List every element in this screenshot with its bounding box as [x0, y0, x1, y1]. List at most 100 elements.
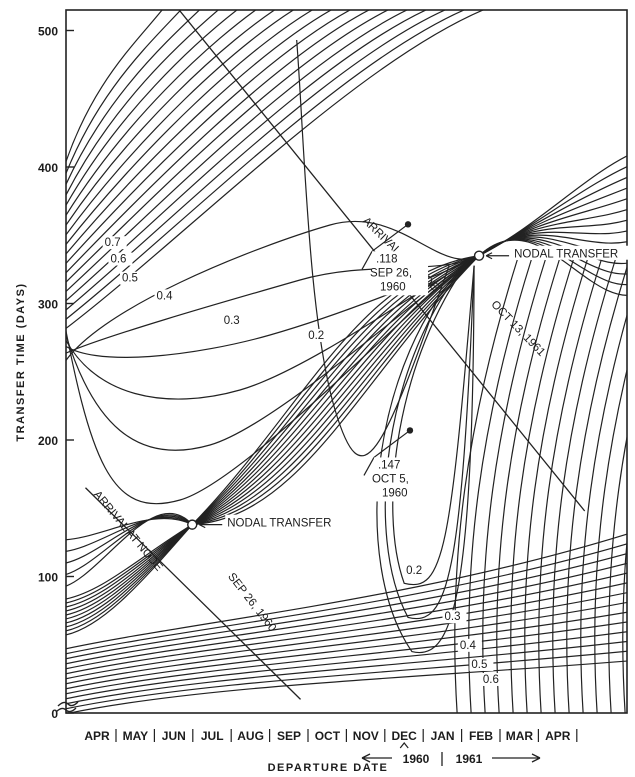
- y-tick-label: 400: [38, 161, 58, 175]
- contour-line: [66, 10, 371, 274]
- x-tick-label: NOV: [353, 729, 379, 743]
- contour-label: 0.2: [308, 330, 324, 342]
- year-arrow-right-icon: [492, 753, 541, 763]
- contour-line: [66, 621, 627, 695]
- contour-line: [510, 259, 574, 713]
- minimum-date: OCT 5,: [372, 473, 409, 485]
- contour-line: [66, 631, 627, 700]
- contour-label-bg: [442, 610, 467, 624]
- contour-line: [66, 10, 314, 246]
- contour-label-bg: [119, 271, 144, 285]
- contour-line: [296, 39, 450, 457]
- contour-line: [66, 524, 193, 600]
- contour-line: [66, 10, 220, 197]
- x-tick-label: JUL: [201, 729, 224, 743]
- nodal-label-bg: [225, 514, 344, 529]
- contour-line: [66, 10, 333, 255]
- contour-line: [191, 255, 480, 526]
- contour-line: [66, 10, 352, 265]
- contour-line: [580, 313, 627, 713]
- contour-label: 0.2: [406, 565, 422, 577]
- contour-line: [454, 259, 518, 713]
- contour-label-bg: [480, 672, 505, 686]
- y-tick-label: 200: [38, 434, 58, 448]
- nodal-point-marker: [473, 250, 485, 261]
- y-axis-title: TRANSFER TIME (DAYS): [15, 282, 27, 441]
- reference-lines: [85, 10, 586, 700]
- contour-line: [66, 514, 193, 575]
- contour-label-bg: [108, 252, 133, 266]
- contour-label-bg: [306, 328, 331, 342]
- contour-line: [66, 660, 627, 713]
- x-tick-label: APR: [84, 729, 110, 743]
- contour-line: [66, 10, 238, 207]
- contour-line: [392, 260, 475, 586]
- contour-line: [191, 255, 480, 526]
- contour-label: 0.6: [110, 254, 126, 266]
- x-tick-label: OCT: [315, 729, 341, 743]
- contour-line: [66, 524, 193, 632]
- nodal-points: NODAL TRANSFER NODAL TRANSFER: [187, 245, 631, 530]
- x-tick-label: MAY: [123, 729, 149, 743]
- contour-line: [66, 220, 480, 362]
- contour-line: [66, 10, 182, 176]
- x-axis: APR MAY JUN JUL AUG SEP OCT NOV DEC JAN FEB MAR APR: [84, 729, 578, 749]
- contour-label: 0.3: [224, 315, 240, 327]
- dec-marker-icon: [399, 742, 409, 749]
- contour-line: [66, 582, 627, 675]
- y-tick-label: 500: [38, 25, 58, 39]
- contour-line: [191, 255, 480, 526]
- y-tick-label: 0: [51, 707, 58, 721]
- minimum-value: .147: [378, 459, 400, 471]
- contour-line: [66, 10, 409, 293]
- contour-label-bg: [154, 289, 179, 303]
- axis-break-mark: [57, 701, 79, 707]
- y-tick-label: 300: [38, 298, 58, 312]
- contour-line: [66, 255, 480, 505]
- contour-line: [66, 552, 627, 660]
- arrival-at-node-line: [85, 487, 301, 700]
- x-tick-label: JAN: [431, 729, 455, 743]
- plot-frame: [65, 9, 628, 714]
- contour-line: [66, 650, 627, 710]
- minimum-value: .118: [376, 253, 398, 265]
- contour-line: [66, 562, 627, 665]
- year-label-1961: 1961: [456, 752, 483, 766]
- contour-line: [608, 433, 627, 713]
- nodal-point-marker: [187, 519, 198, 530]
- contour-line: [192, 255, 480, 526]
- contour-line: [66, 515, 193, 564]
- minima-markers: .118 SEP 26, 1960 .147 OCT 5, 1960: [361, 221, 430, 502]
- x-tick-label: AUG: [237, 729, 264, 743]
- minimum-year: 1960: [380, 281, 406, 293]
- contour-line: [66, 592, 627, 680]
- x-tick-label: FEB: [469, 729, 493, 743]
- contour-label: 0.4: [157, 290, 174, 302]
- contour-line: [66, 611, 627, 690]
- nodal-label-bg: [512, 245, 631, 260]
- y-axis: 0 100 200 300 400 500: [38, 25, 74, 721]
- contour-line: [191, 255, 480, 526]
- x-tick-label: DEC: [392, 729, 418, 743]
- contour-label: 0.5: [471, 659, 487, 671]
- contour-labels: 0.7 0.6 0.5 0.4 0.3 0.2 0.2 0.3 0.4 0.5 0.6: [102, 236, 505, 686]
- contour-line: [66, 10, 201, 187]
- contour-line: [66, 524, 193, 616]
- year-arrow-left-icon: [361, 753, 392, 763]
- nodal-transfer-label: NODAL TRANSFER: [514, 249, 618, 261]
- contour-line: [192, 255, 480, 526]
- contour-line: [66, 10, 295, 236]
- contour-line: [384, 260, 475, 620]
- year-label-1960: 1960: [403, 752, 430, 766]
- contour-line: [594, 367, 627, 713]
- contour-line: [192, 255, 480, 526]
- contour-line: [191, 255, 480, 526]
- arrival-at-node-line: [178, 10, 586, 512]
- contour-line: [66, 255, 480, 354]
- nodal-transfer-label: NODAL TRANSFER: [227, 518, 331, 530]
- contour-curves: [66, 10, 627, 713]
- minimum-pointer: [361, 251, 373, 270]
- contour-line: [478, 239, 627, 296]
- x-axis-title: DEPARTURE DATE: [268, 762, 389, 774]
